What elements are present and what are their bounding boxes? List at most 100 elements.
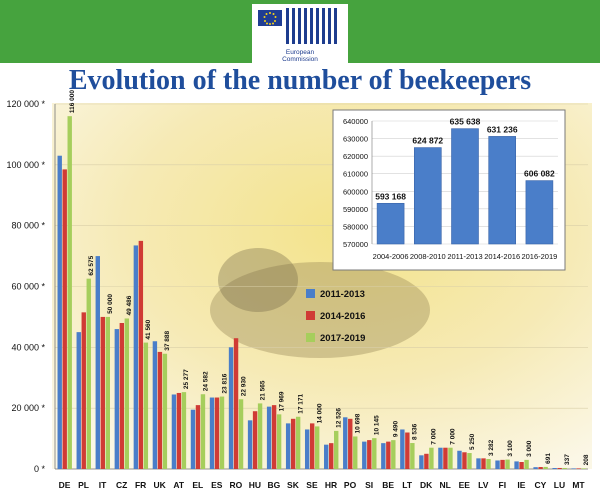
- bar-hu-2014-2016: [252, 411, 258, 469]
- bar-ee-2011-2013: [457, 450, 462, 469]
- legend-swatch: [306, 289, 315, 298]
- data-label: 9 490: [393, 420, 400, 437]
- data-label: 62 575: [88, 255, 95, 275]
- bar-fi-2014-2016: [500, 459, 505, 469]
- x-tick-label: CY: [535, 480, 547, 490]
- data-label: 3 282: [488, 439, 495, 456]
- bar-hu-2011-2013: [247, 420, 253, 469]
- x-tick-label: DK: [420, 480, 433, 490]
- legend-swatch: [306, 333, 315, 342]
- bar-dk-2011-2013: [419, 455, 424, 469]
- x-tick-label: SI: [365, 480, 373, 490]
- bar-el-2011-2013: [190, 409, 196, 469]
- x-tick-label: EE: [459, 480, 471, 490]
- data-label: 3 000: [526, 440, 533, 457]
- bar-de-2014-2016: [62, 169, 67, 470]
- inset-x-tick-label: 2004-2006: [373, 252, 409, 261]
- x-tick-label: IE: [517, 480, 525, 490]
- bar-be-2011-2013: [381, 443, 386, 469]
- bar-it-2011-2013: [95, 256, 100, 469]
- inset-data-label: 635 638: [450, 117, 481, 127]
- inset-x-tick-label: 2016-2019: [521, 252, 557, 261]
- x-tick-label: RO: [229, 480, 242, 490]
- data-label: 10 698: [355, 413, 362, 433]
- inset-y-tick-label: 570000: [343, 240, 368, 249]
- data-label: 17 969: [278, 391, 285, 411]
- inset-data-label: 593 168: [375, 191, 406, 201]
- bar-it-2014-2016: [100, 316, 105, 469]
- bar-lu-2011-2013: [552, 467, 557, 469]
- data-label: 49 486: [126, 295, 133, 315]
- bar-de-2017-2019: [67, 116, 72, 470]
- bar-ee-2014-2016: [462, 452, 467, 469]
- bar-de-2011-2013: [57, 155, 62, 470]
- data-label: 17 171: [297, 394, 304, 414]
- bar-po-2011-2013: [343, 417, 348, 469]
- x-tick-label: UK: [154, 480, 167, 490]
- x-tick-label: FR: [135, 480, 146, 490]
- bar-hr-2011-2013: [324, 444, 329, 469]
- data-label: 12 526: [336, 408, 343, 428]
- bar-si-2011-2013: [362, 441, 367, 469]
- y-tick-label: 0 *: [34, 464, 46, 474]
- x-tick-label: EL: [192, 480, 203, 490]
- data-label: 37 888: [164, 330, 171, 350]
- bar-it-2017-2019: [105, 316, 110, 469]
- ec-building-icon: [258, 8, 337, 44]
- bar-se-2014-2016: [309, 423, 315, 469]
- bar-hr-2017-2019: [334, 430, 339, 469]
- data-label: 24 582: [202, 371, 209, 391]
- bar-fr-2017-2019: [143, 342, 149, 469]
- x-tick-label: SK: [287, 480, 300, 490]
- bar-ro-2017-2019: [238, 399, 244, 469]
- data-label: 21 565: [259, 380, 266, 400]
- bar-mt-2011-2013: [571, 468, 576, 469]
- x-tick-label: FI: [499, 480, 507, 490]
- x-tick-label: MT: [572, 480, 585, 490]
- bar-sk-2014-2016: [290, 418, 296, 469]
- x-tick-label: PL: [78, 480, 89, 490]
- legend-label: 2014-2016: [320, 311, 365, 322]
- bar-si-2017-2019: [372, 438, 377, 469]
- inset-bar-2014-2016: [488, 136, 517, 245]
- x-tick-label: IT: [99, 480, 107, 490]
- y-tick-label: 60 000 *: [11, 282, 45, 292]
- bar-es-2011-2013: [209, 397, 215, 469]
- y-tick-label: 80 000 *: [11, 221, 45, 231]
- bar-fr-2014-2016: [138, 240, 144, 469]
- data-label: 41 560: [145, 319, 152, 339]
- bar-lu-2017-2019: [562, 467, 567, 469]
- inset-bar-2016-2019: [525, 180, 554, 245]
- bar-ee-2017-2019: [467, 453, 472, 469]
- bar-fi-2017-2019: [505, 459, 510, 469]
- european-commission-logo: European Commission: [252, 4, 348, 68]
- bar-dk-2014-2016: [424, 453, 429, 469]
- data-label: 25 277: [183, 369, 190, 389]
- bar-es-2017-2019: [219, 396, 225, 469]
- inset-y-tick-label: 610000: [343, 170, 368, 179]
- x-tick-label: LT: [402, 480, 413, 490]
- inset-data-label: 624 872: [412, 136, 443, 146]
- x-tick-label: AT: [173, 480, 185, 490]
- x-tick-label: NL: [440, 480, 451, 490]
- bar-bg-2017-2019: [276, 414, 282, 469]
- bar-nl-2014-2016: [443, 447, 448, 469]
- x-tick-label: CZ: [116, 480, 127, 490]
- data-label: 691: [545, 453, 552, 464]
- bar-at-2014-2016: [176, 392, 182, 469]
- bar-sk-2017-2019: [295, 416, 301, 469]
- data-label: 7 000: [431, 428, 438, 445]
- bar-ie-2017-2019: [524, 459, 529, 469]
- x-tick-label: DE: [59, 480, 71, 490]
- data-label: 50 000: [107, 294, 114, 314]
- inset-data-label: 606 082: [524, 169, 555, 179]
- data-label: 22 930: [240, 376, 247, 396]
- inset-chart: 570000 580000 590000 600000 610000 620000 6300…: [332, 109, 566, 271]
- bar-ie-2014-2016: [519, 462, 524, 469]
- bar-fr-2011-2013: [133, 245, 139, 469]
- page-title: Evolution of the number of beekeepers: [68, 65, 532, 96]
- inset-bar-2008-2010: [413, 147, 442, 245]
- legend-label: 2017-2019: [320, 333, 365, 344]
- inset-y-tick-label: 590000: [343, 205, 368, 214]
- y-tick-label: 20 000 *: [11, 403, 45, 413]
